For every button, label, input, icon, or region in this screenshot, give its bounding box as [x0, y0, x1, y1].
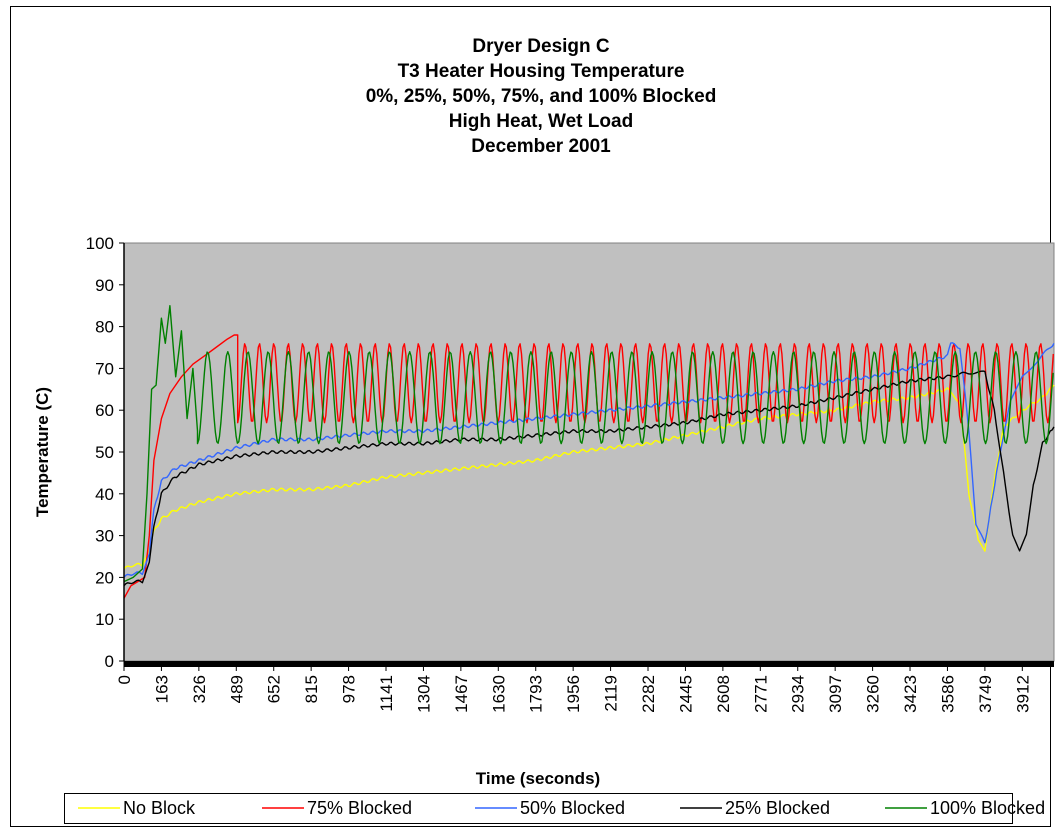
- series-line-2: [123, 342, 1055, 578]
- x-tick-label: 489: [227, 675, 246, 703]
- x-tick-label: 2608: [714, 675, 733, 713]
- x-tick-label: 1467: [452, 675, 471, 713]
- series-line-1: [123, 334, 1054, 599]
- y-tick-label: 20: [95, 568, 114, 587]
- x-axis-line: [124, 661, 1054, 667]
- y-tick-label: 0: [105, 652, 114, 671]
- x-tick-label: 2771: [751, 675, 770, 713]
- y-tick-label: 50: [95, 443, 114, 462]
- x-tick-label: 1141: [377, 675, 396, 712]
- x-tick-label: 0: [115, 675, 134, 684]
- x-tick-label: 1304: [414, 675, 433, 713]
- x-tick-label: 3097: [826, 675, 845, 713]
- x-tick-label: 3586: [938, 675, 957, 713]
- title-line: Dryer Design C: [472, 36, 610, 57]
- y-tick-label: 100: [86, 234, 114, 253]
- series-line-3: [123, 370, 1055, 587]
- y-axis: 0 10 20 30 40 50 60 70 80 90 100: [86, 234, 125, 671]
- y-tick-label: 80: [95, 318, 114, 337]
- y-tick-label: 10: [95, 610, 114, 629]
- x-tick-label: 2934: [789, 675, 808, 713]
- x-tick-label: 1630: [489, 675, 508, 713]
- y-tick-label: 70: [95, 359, 114, 378]
- x-tick-label: 1793: [527, 675, 546, 713]
- legend-label: 100% Blocked: [930, 798, 1045, 818]
- x-tick-label: 652: [265, 675, 284, 703]
- x-axis: 0 163 326 489 652 815 978 1141 1304 1467 1630 1793 1…: [115, 661, 1054, 713]
- x-tick-label: 163: [152, 675, 171, 703]
- x-tick-label: 2119: [602, 675, 621, 712]
- x-tick-label: 3749: [976, 675, 995, 713]
- legend-label: 50% Blocked: [520, 798, 625, 818]
- x-tick-label: 815: [302, 675, 321, 703]
- legend: No Block 75% Blocked 50% Blocked 25% Blocke…: [64, 793, 1045, 824]
- y-tick-label: 60: [95, 401, 114, 420]
- series-layer: [123, 305, 1055, 599]
- y-tick-label: 40: [95, 485, 114, 504]
- x-tick-label: 3423: [901, 675, 920, 713]
- legend-box: [64, 793, 1013, 824]
- series-line-4: [123, 305, 1054, 583]
- title-line: 0%, 25%, 50%, 75%, and 100% Blocked: [366, 86, 717, 107]
- x-tick-label: 3260: [864, 675, 883, 713]
- x-tick-label: 326: [190, 675, 209, 703]
- x-tick-label: 978: [340, 675, 359, 703]
- title-line: T3 Heater Housing Temperature: [398, 61, 685, 82]
- legend-label: 25% Blocked: [725, 798, 830, 818]
- legend-label: No Block: [123, 798, 196, 818]
- y-tick-label: 30: [95, 527, 114, 546]
- chart-title: Dryer Design C T3 Heater Housing Temperat…: [366, 36, 717, 157]
- x-axis-title: Time (seconds): [476, 769, 600, 788]
- title-line: December 2001: [471, 136, 611, 157]
- x-tick-label: 3912: [1013, 675, 1032, 713]
- x-tick-label: 2282: [639, 675, 658, 713]
- y-tick-label: 90: [95, 276, 114, 295]
- legend-label: 75% Blocked: [307, 798, 412, 818]
- x-tick-label: 1956: [564, 675, 583, 713]
- y-axis-title: Temperature (C): [33, 387, 52, 517]
- x-tick-label: 2445: [676, 675, 695, 713]
- title-line: High Heat, Wet Load: [449, 111, 633, 132]
